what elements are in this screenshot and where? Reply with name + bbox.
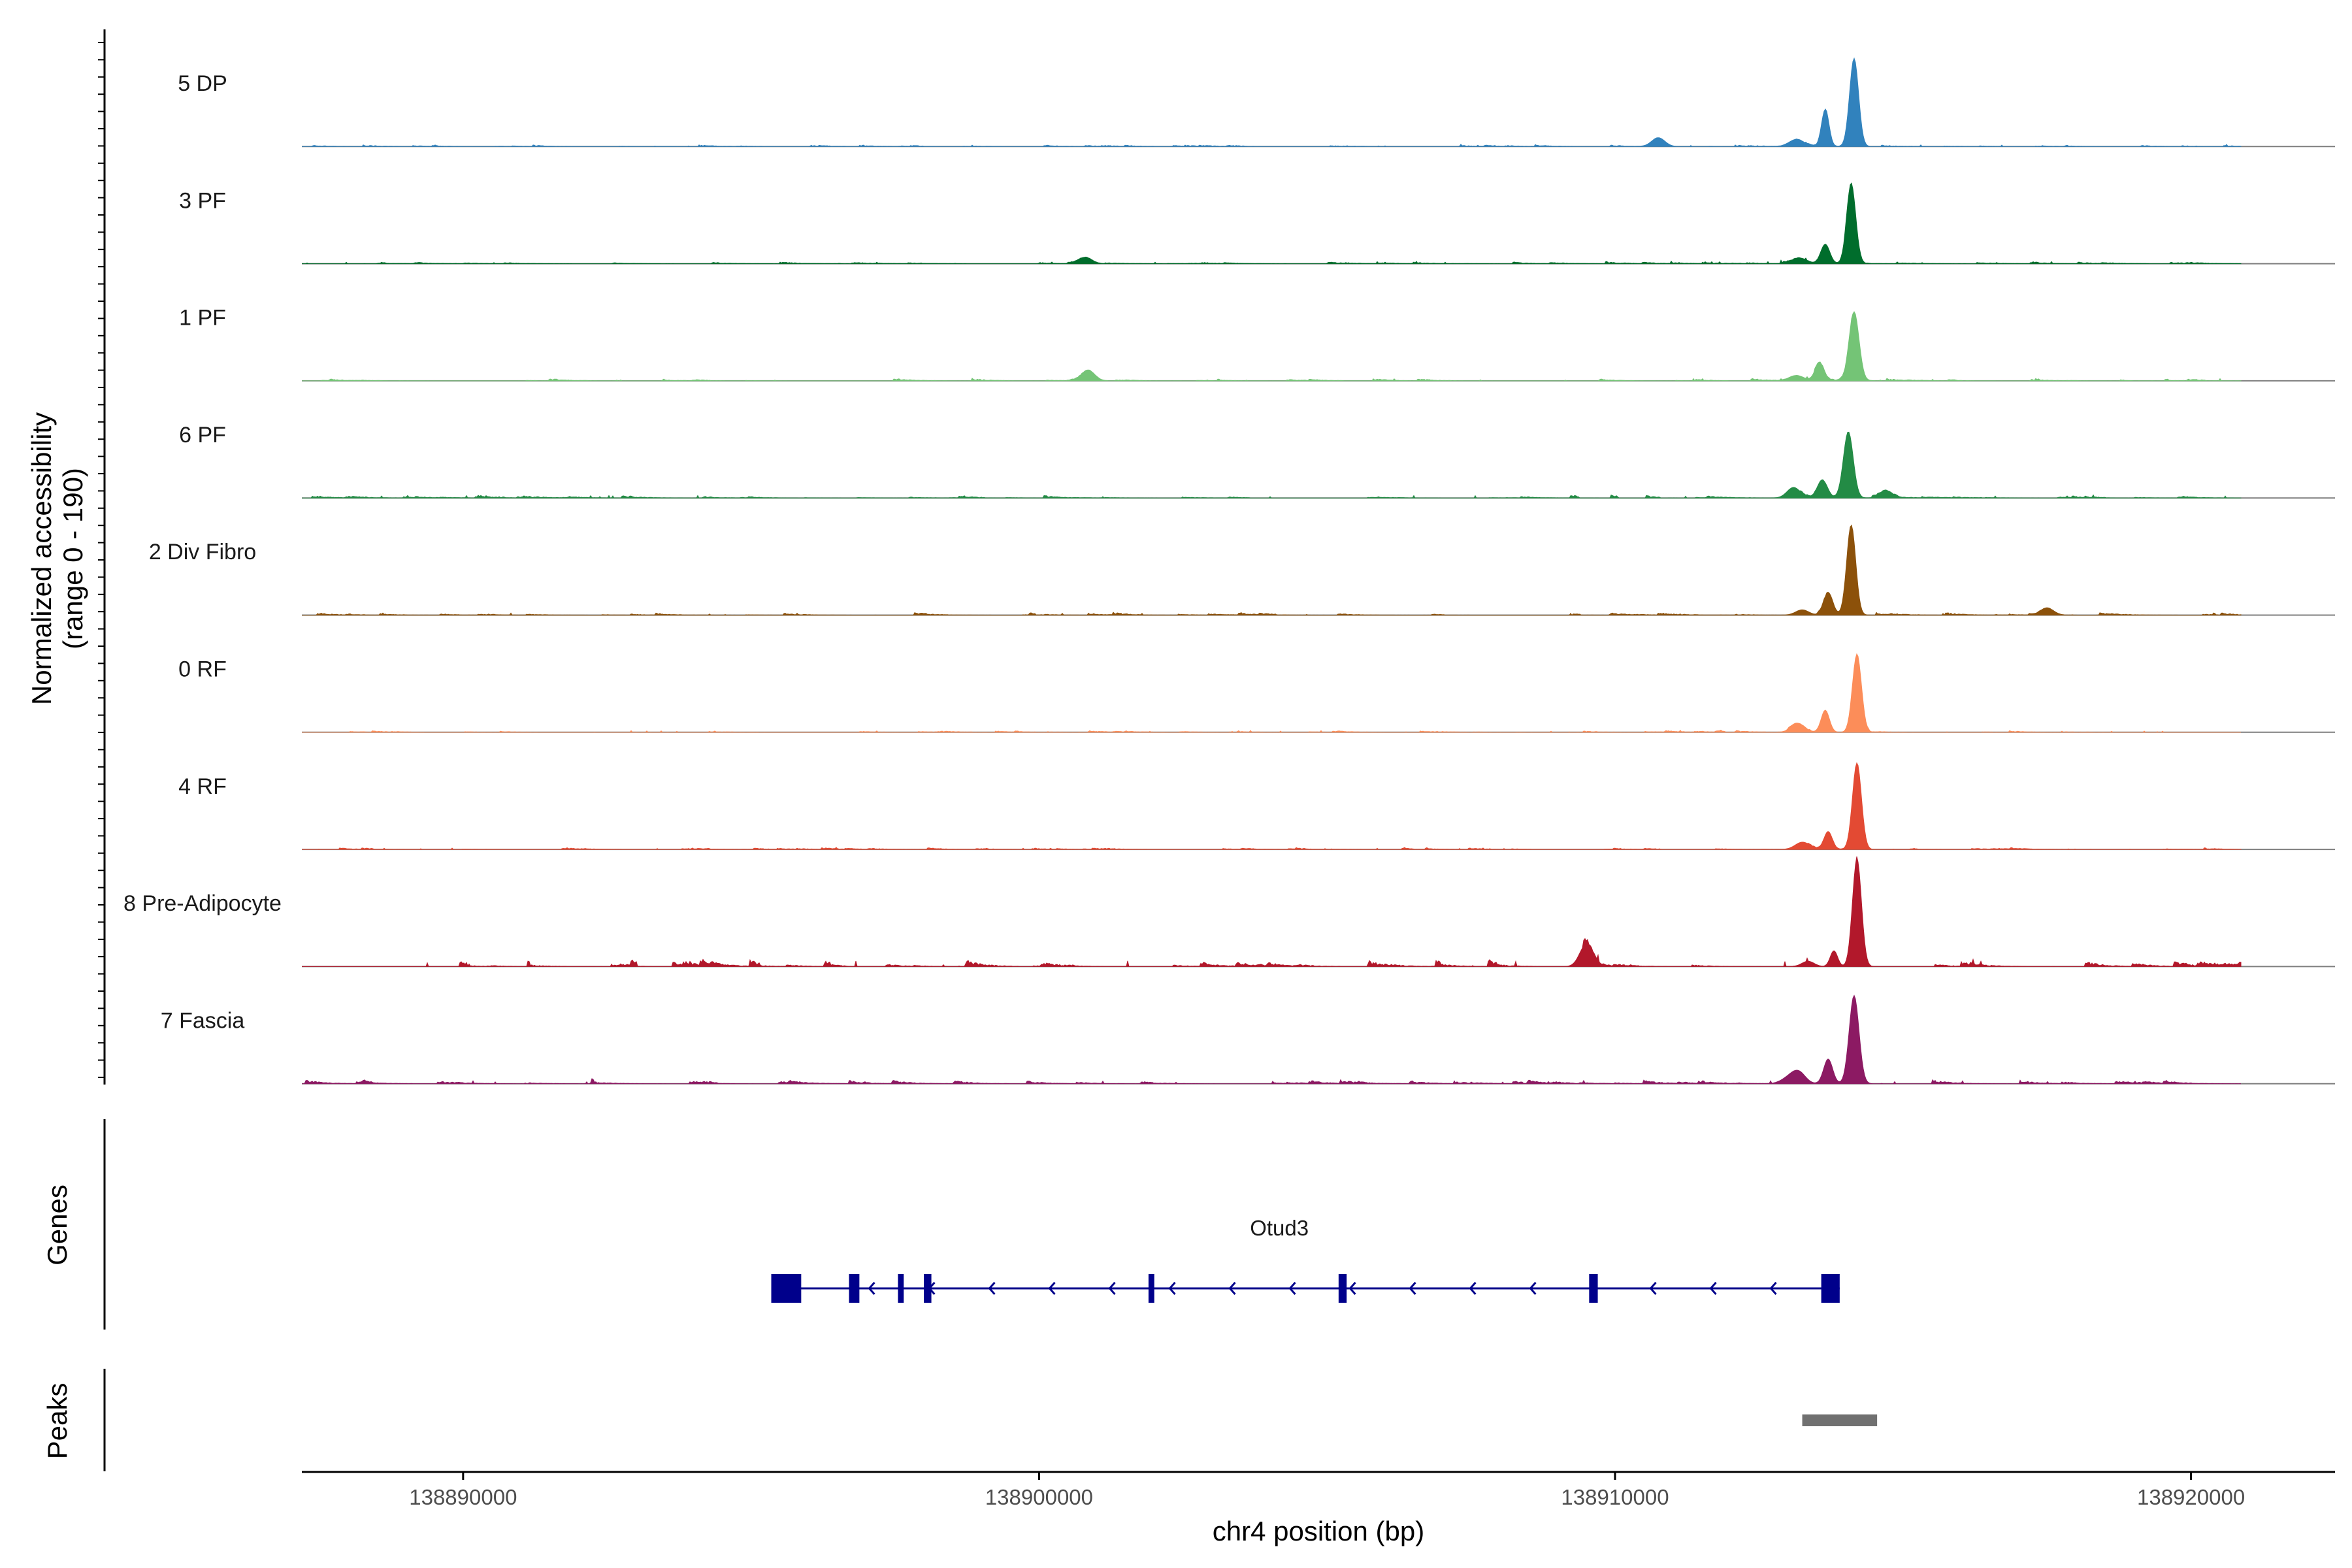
x-tick-label: 138910000 [1561,1485,1669,1509]
strand-arrow [1348,1282,1356,1295]
strand-arrow [1709,1282,1717,1295]
y-axis-title-line2: (range 0 - 190) [57,468,88,649]
track-label: 0 RF [178,657,227,682]
peaks-panel-label: Peaks [42,1383,73,1460]
coverage-tracks: 5 DP 3 PF 1 PF 6 PF 2 Div Fibro 0 RF 4 RF 8 Pre… [123,57,2335,1085]
peak-region [1802,1414,1878,1426]
track-5-dp: 5 DP [178,57,2335,148]
track-area [302,762,2242,850]
coverage-y-ticks [98,42,105,1078]
x-tick-label: 138890000 [409,1485,517,1509]
track-4-rf: 4 RF [178,762,2335,851]
track-area [302,524,2242,616]
track-area [302,431,2242,498]
y-axis-title-line1: Normalized accessibility [26,412,57,705]
track-label: 7 Fascia [161,1008,245,1033]
peak-track [1802,1414,1878,1426]
exon [898,1274,904,1303]
track-1-pf: 1 PF [179,306,2335,382]
strand-arrow [1469,1282,1477,1295]
strand-arrow [1409,1282,1416,1295]
exon [1821,1274,1840,1303]
track-area [302,994,2242,1085]
track-3-pf: 3 PF [179,182,2335,265]
x-axis-title: chr4 position (bp) [1213,1516,1425,1546]
track-label: 6 PF [179,423,226,448]
strand-arrow [868,1282,875,1295]
exon [1148,1274,1154,1303]
strand-arrow [1288,1282,1296,1295]
track-area [302,653,2241,733]
track-0-rf: 0 RF [178,653,2335,733]
strand-arrow [1168,1282,1176,1295]
track-area [302,57,2242,147]
gene-name-label: Otud3 [1250,1216,1309,1240]
x-tick-label: 138900000 [985,1485,1093,1509]
exon [1338,1274,1347,1303]
exon [1589,1274,1598,1303]
strand-arrow [1649,1282,1657,1295]
track-label: 4 RF [178,774,227,799]
track-area [302,311,2242,382]
genes-panel-label: Genes [42,1184,73,1266]
track-2-div-fibro: 2 Div Fibro [149,524,2335,616]
track-8-pre-adipocyte: 8 Pre-Adipocyte [123,856,2335,968]
strand-arrow [1048,1282,1056,1295]
track-7-fascia: 7 Fascia [161,994,2335,1085]
track-6-pf: 6 PF [179,423,2335,499]
exon [771,1274,802,1303]
track-label: 1 PF [179,306,226,331]
track-label: 2 Div Fibro [149,540,256,564]
track-area [302,856,2242,967]
strand-arrow [1529,1282,1537,1295]
track-label: 5 DP [178,71,227,96]
x-axis-ticks: 138890000 138900000 138910000 138920000 [409,1472,2245,1509]
strand-arrow [1108,1282,1116,1295]
exon [849,1274,860,1303]
strand-arrow [988,1282,996,1295]
track-label: 3 PF [179,188,226,213]
strand-arrow [1228,1282,1236,1295]
x-tick-label: 138920000 [2137,1485,2245,1509]
exon [924,1274,932,1303]
gene-track: Otud3 [771,1216,1840,1303]
strand-arrow [1769,1282,1777,1295]
track-label: 8 Pre-Adipocyte [123,891,282,916]
coverage-y-axis-title: Normalized accessibility (range 0 - 190) [26,412,88,705]
track-area [302,182,2242,265]
